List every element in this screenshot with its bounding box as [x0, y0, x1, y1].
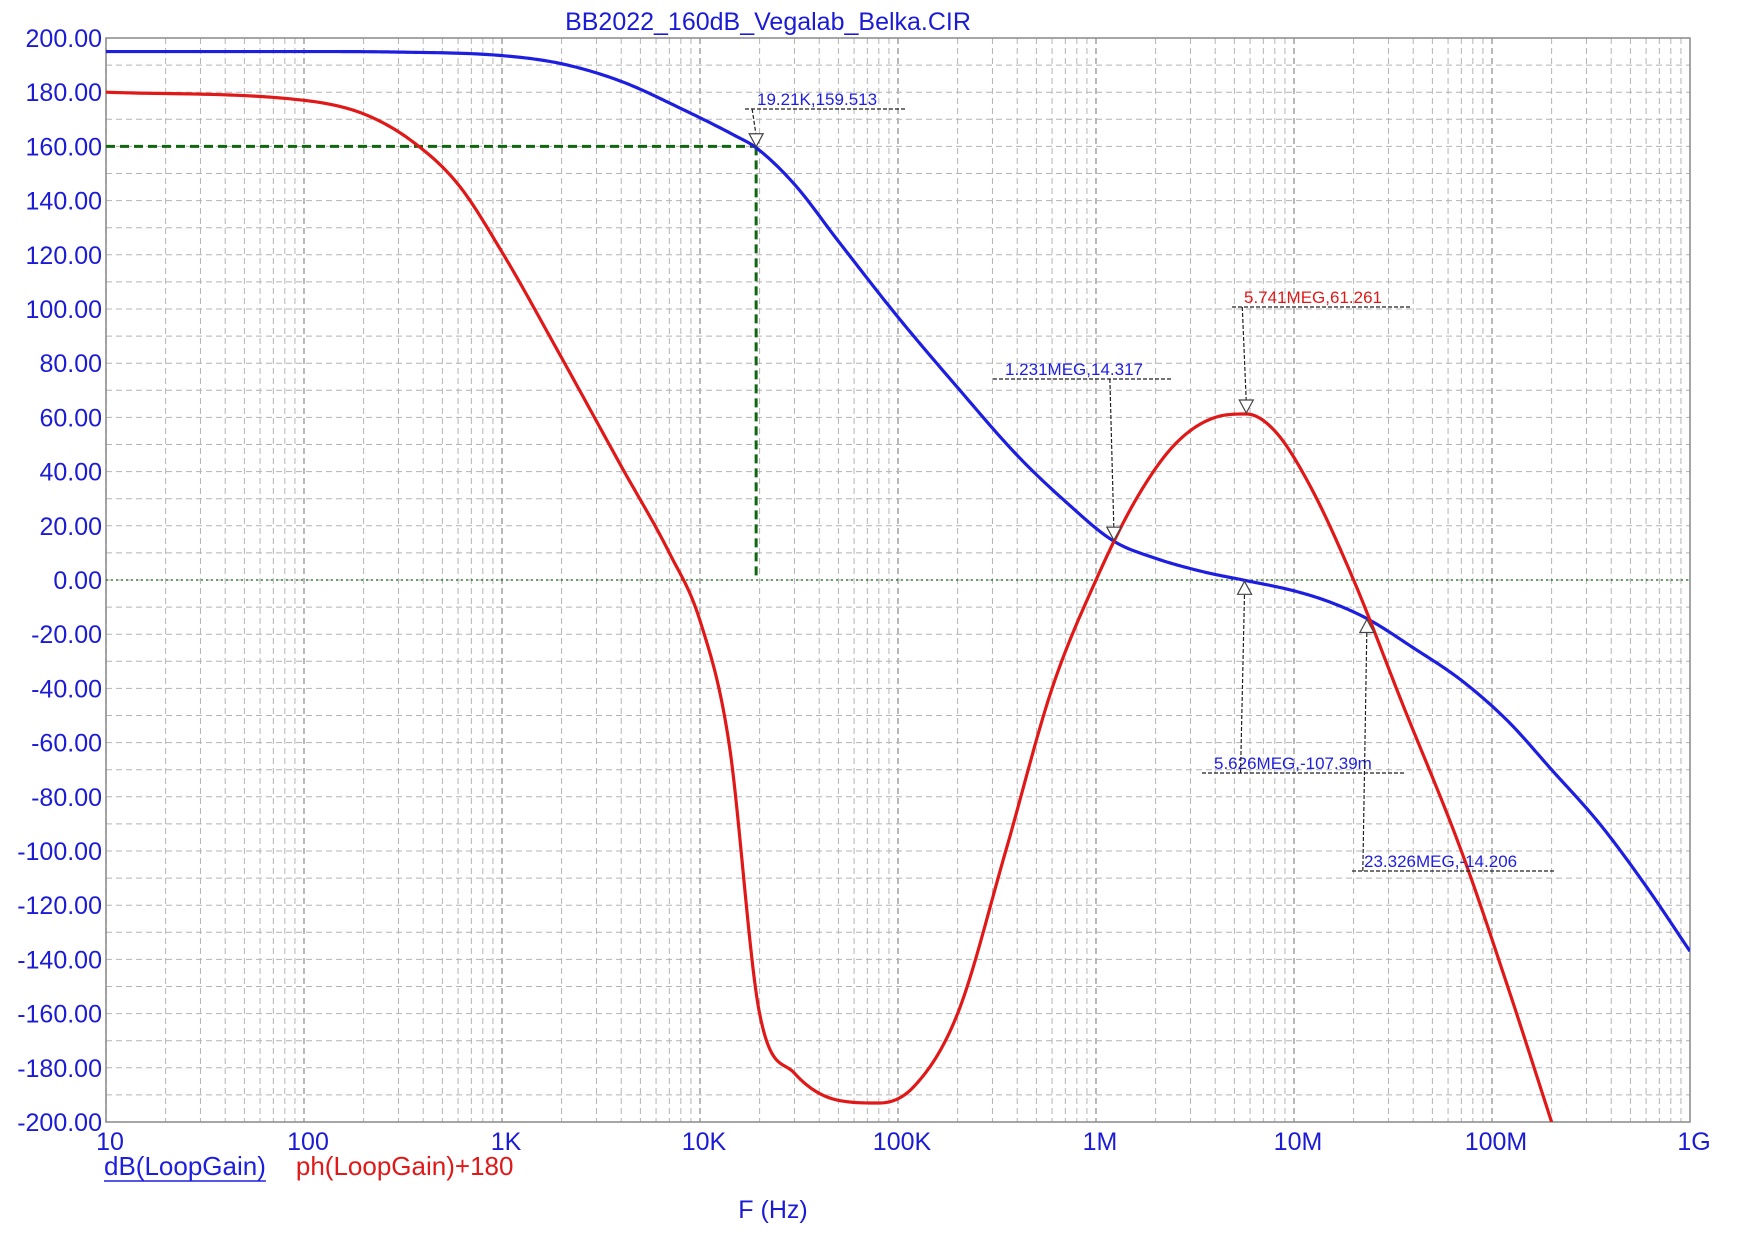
y-tick-label: 100.00	[26, 296, 102, 324]
annotation-leader	[1362, 630, 1368, 872]
annotation-leader	[1239, 592, 1246, 774]
annotation-marker	[1238, 399, 1255, 415]
legend: dB(LoopGain) ph(LoopGain)+180	[104, 1151, 514, 1182]
annotation-marker	[1358, 618, 1375, 634]
annotation-label: 23.326MEG,-14.206	[1364, 852, 1517, 871]
y-tick-label: 180.00	[26, 79, 102, 107]
y-tick-labels: 200.00 180.00 160.00 140.00 120.00 100.00 80.0…	[17, 25, 102, 1137]
annotation-label: 5.626MEG,-107.39m	[1214, 754, 1372, 773]
y-tick-label: 40.00	[39, 459, 102, 487]
legend-entry-1: ph(LoopGain)+180	[296, 1151, 514, 1181]
reference-lines	[106, 144, 1690, 581]
annotation-label: 1.231MEG,14.317	[1005, 360, 1143, 379]
x-tick-label: 1M	[1083, 1128, 1118, 1156]
y-tick-label: -140.00	[17, 946, 102, 974]
y-tick-label: 20.00	[39, 513, 102, 541]
y-tick-label: 120.00	[26, 242, 102, 270]
y-tick-label: -40.00	[31, 675, 102, 703]
annotation-label: 5.741MEG,61.261	[1244, 288, 1382, 307]
y-tick-label: 200.00	[26, 25, 102, 53]
y-tick-label: -100.00	[17, 838, 102, 866]
x-axis-label: F (Hz)	[738, 1196, 807, 1224]
annotation-marker	[1236, 580, 1253, 595]
annotation-label: 19.21K,159.513	[757, 90, 877, 109]
annotation-leader	[1241, 306, 1247, 403]
x-tick-label: 100M	[1465, 1128, 1528, 1156]
annotation-leader	[1109, 378, 1115, 530]
y-tick-label: -120.00	[17, 892, 102, 920]
y-tick-label: -180.00	[17, 1055, 102, 1083]
legend-entry-0: dB(LoopGain)	[104, 1151, 266, 1181]
x-tick-label: 100K	[873, 1128, 932, 1156]
x-tick-label: 10K	[682, 1128, 727, 1156]
y-tick-label: 60.00	[39, 404, 102, 432]
series-line-0	[106, 49, 1690, 953]
y-tick-label: -160.00	[17, 1001, 102, 1029]
x-tick-label: 10	[96, 1128, 124, 1156]
y-tick-label: 80.00	[39, 350, 102, 378]
y-tick-label: 140.00	[26, 188, 102, 216]
y-tick-label: -200.00	[17, 1109, 102, 1137]
series-line-1	[106, 90, 1554, 1122]
chart-title: BB2022_160dB_Vegalab_Belka.CIR	[565, 8, 971, 36]
x-tick-label: 10M	[1274, 1128, 1323, 1156]
x-tick-label: 1K	[491, 1128, 522, 1156]
y-tick-label: 160.00	[26, 133, 102, 161]
grid	[105, 37, 1690, 1123]
y-tick-label: -20.00	[31, 621, 102, 649]
y-tick-label: -60.00	[31, 730, 102, 758]
y-tick-label: 0.00	[53, 567, 102, 595]
y-tick-label: -80.00	[31, 784, 102, 812]
x-tick-label: 100	[287, 1128, 329, 1156]
annotation-marker	[1105, 526, 1122, 542]
x-tick-labels: 10 100 1K 10K 100K 1M 10M 100M 1G	[96, 1128, 1711, 1156]
annotations: 19.21K,159.513 1.231MEG,14.317 5.741MEG,61…	[745, 90, 1554, 872]
annotation-marker	[748, 133, 765, 148]
series	[106, 49, 1690, 1122]
x-tick-label: 1G	[1677, 1128, 1710, 1156]
annotation-leader	[751, 108, 757, 136]
